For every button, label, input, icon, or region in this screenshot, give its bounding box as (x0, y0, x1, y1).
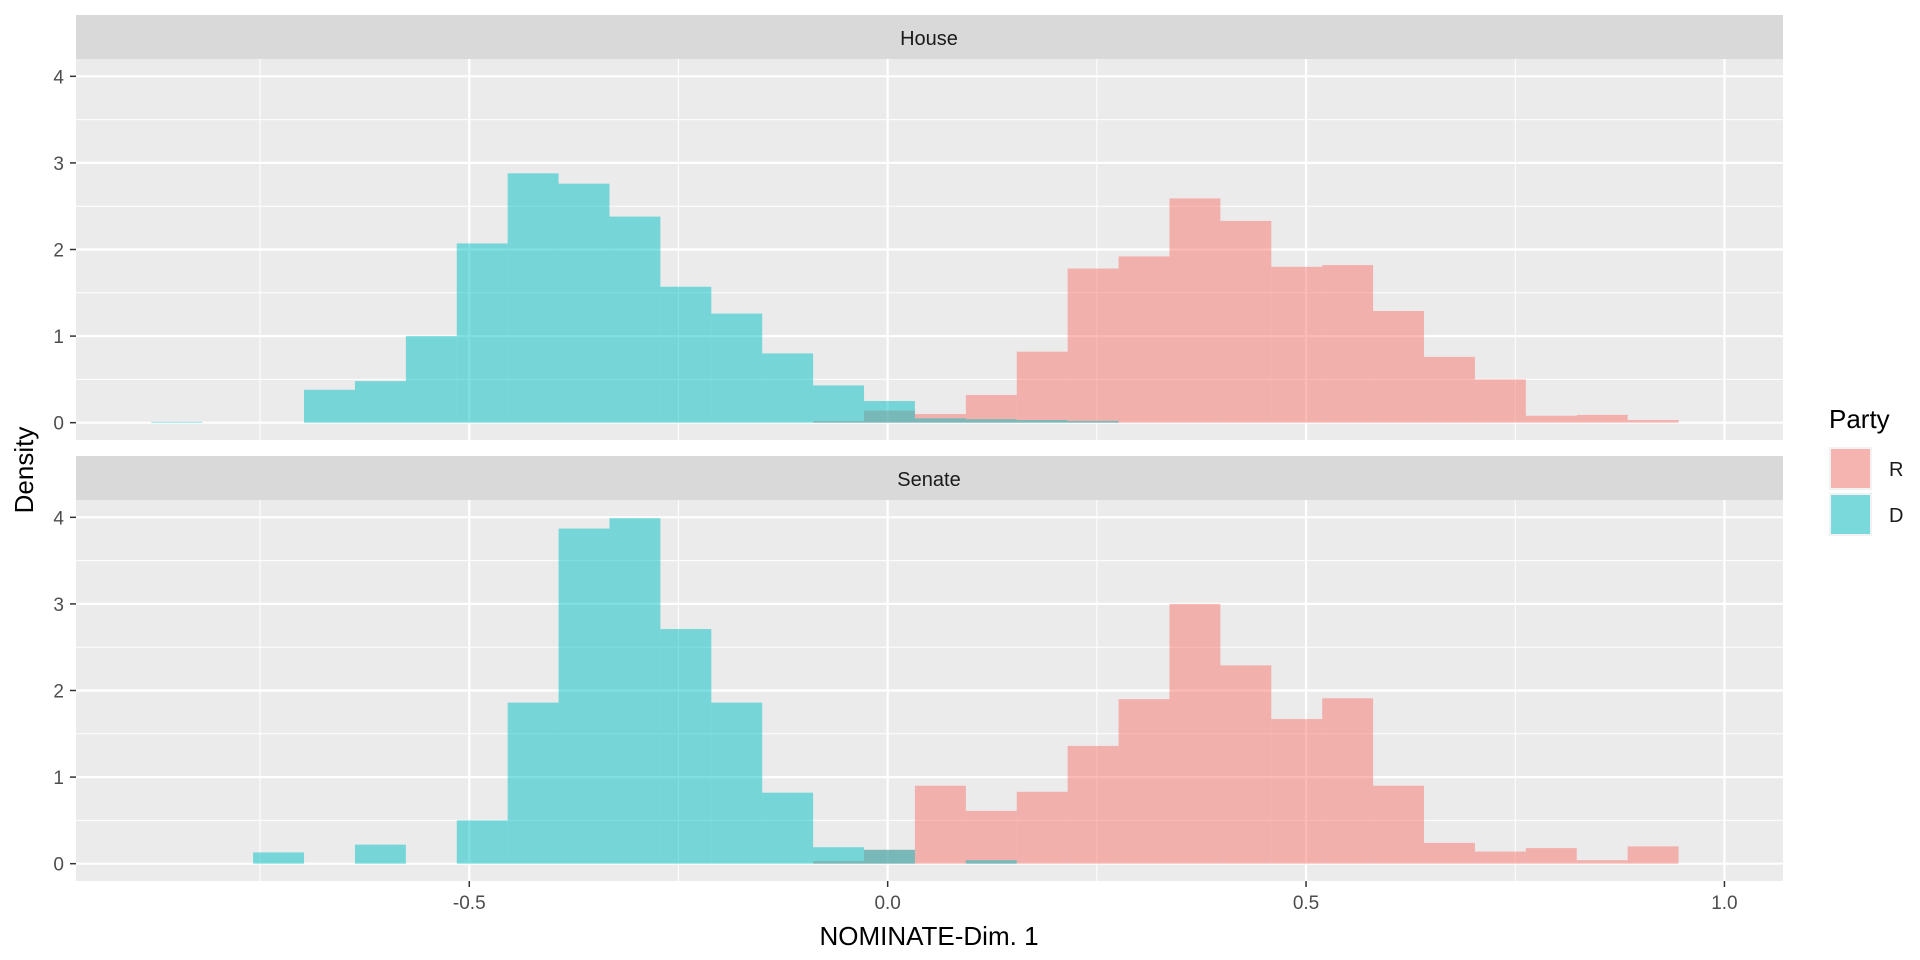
histogram-bar-r (1322, 265, 1374, 423)
histogram-bar-r (1525, 415, 1577, 423)
histogram-bar-r (1271, 719, 1323, 864)
legend-title: Party (1829, 404, 1890, 434)
y-axis-title: Density (9, 427, 39, 514)
histogram-bar-r (1118, 699, 1170, 864)
y-tick-label: 2 (53, 241, 64, 262)
strip-label-house: House (900, 28, 958, 50)
histogram-bar-d (965, 419, 1017, 423)
y-tick-label: 0 (53, 855, 64, 876)
legend-swatch-d (1831, 495, 1870, 534)
histogram-bar-r (1627, 420, 1679, 423)
panel-senate: Senate 0 1 2 3 4 (53, 456, 1783, 881)
histogram-bar-r (1424, 356, 1475, 423)
histogram-bar-r (1576, 860, 1628, 864)
histogram-bar-r (1373, 310, 1425, 423)
x-tick-label: -0.5 (453, 893, 486, 914)
histogram-bar-d (1016, 420, 1068, 423)
x-tick-label: 1.0 (1711, 893, 1737, 914)
histogram-bar-r (1067, 745, 1119, 864)
histogram-bar-d (354, 381, 406, 423)
y-tick-label: 3 (53, 154, 64, 175)
histogram-bar-r (1118, 256, 1170, 423)
legend: Party R D (1829, 404, 1903, 536)
strip-background-house (76, 15, 1783, 59)
histogram-bar-d (864, 401, 915, 423)
histogram-bar-r (1525, 848, 1577, 864)
y-tick-label: 4 (53, 508, 64, 529)
histogram-bar-r (1474, 379, 1526, 423)
histogram-bar-d (965, 860, 1017, 864)
legend-swatch-r (1831, 449, 1870, 488)
histogram-bar-r (1322, 698, 1374, 864)
legend-label-r: R (1889, 459, 1903, 481)
histogram-bar-r (1067, 268, 1119, 423)
histogram-bar-d (507, 702, 559, 864)
y-tick-label: 3 (53, 595, 64, 616)
histogram-bar-d (456, 820, 508, 864)
strip-label-senate: Senate (897, 469, 960, 491)
histogram-bar-r (1016, 351, 1068, 423)
histogram-bar-r (1016, 791, 1068, 864)
histogram-bar-d (813, 847, 865, 864)
histogram-bar-d (558, 183, 610, 423)
y-tick-label: 1 (53, 327, 64, 348)
histogram-bar-r (1169, 198, 1221, 423)
histogram-bar-r (1474, 851, 1526, 864)
y-axis-house: 0 1 2 3 4 (53, 67, 76, 435)
histogram-bar-d (304, 389, 355, 423)
histogram-bar-d (762, 353, 814, 423)
y-tick-label: 1 (53, 768, 64, 789)
histogram-bar-r (1627, 846, 1679, 864)
legend-label-d: D (1889, 505, 1903, 527)
histogram-bar-d (456, 243, 508, 423)
histogram-bar-r (1220, 665, 1272, 864)
x-tick-label: 0.0 (874, 893, 900, 914)
y-tick-label: 4 (53, 67, 64, 88)
bars-senate (253, 518, 1679, 864)
histogram-bar-d (660, 286, 712, 423)
x-axis: -0.5 0.0 0.5 1.0 (453, 881, 1738, 914)
x-axis-title: NOMINATE-Dim. 1 (819, 921, 1038, 951)
histogram-bar-r (1169, 603, 1221, 864)
histogram-bar-d (914, 418, 966, 423)
histogram-bar-d (609, 216, 661, 423)
histogram-bar-d (405, 336, 457, 423)
histogram-bar-d (253, 852, 305, 864)
histogram-bar-r (914, 785, 966, 864)
x-tick-label: 0.5 (1293, 893, 1319, 914)
y-axis-senate: 0 1 2 3 4 (53, 508, 76, 876)
histogram-bar-d (507, 173, 559, 423)
panel-house: House 0 1 2 3 4 (53, 15, 1783, 440)
histogram-bar-r (965, 394, 1017, 423)
histogram-bar-d (711, 313, 763, 423)
histogram-bar-d (151, 421, 203, 423)
strip-background-senate (76, 456, 1783, 500)
histogram-bar-d (609, 518, 661, 864)
y-tick-label: 0 (53, 414, 64, 435)
histogram-bar-r (1220, 220, 1272, 423)
bars-house (151, 173, 1679, 423)
histogram-bar-d (558, 528, 610, 864)
histogram-bar-r (1576, 414, 1628, 423)
histogram-bar-d (660, 629, 712, 864)
histogram-bar-d (1067, 420, 1119, 423)
histogram-bar-d (813, 385, 865, 423)
histogram-bar-r (1373, 785, 1425, 864)
histogram-bar-d (711, 702, 763, 864)
histogram-bar-d (762, 792, 814, 864)
histogram-bar-r (965, 810, 1017, 864)
histogram-bar-d (864, 849, 915, 864)
histogram-bar-r (1271, 266, 1323, 423)
histogram-bar-d (354, 844, 406, 864)
y-tick-label: 2 (53, 682, 64, 703)
histogram-bar-r (1424, 842, 1475, 864)
